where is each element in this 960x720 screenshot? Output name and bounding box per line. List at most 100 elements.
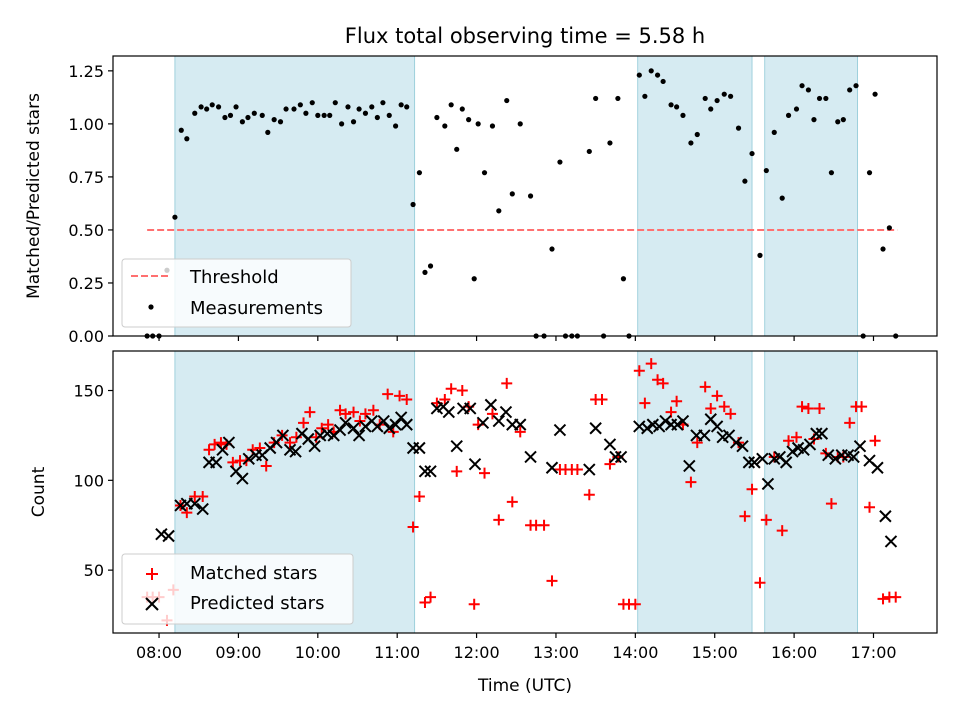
matched-star-point-86 xyxy=(711,390,723,402)
predicted-star-point-102 xyxy=(884,535,898,548)
measurement-point-44 xyxy=(416,170,423,176)
measurement-point-72 xyxy=(607,140,613,146)
measurement-point-30 xyxy=(332,100,338,106)
predicted-star-point-0 xyxy=(155,528,168,541)
predicted-star-point-67 xyxy=(659,414,672,428)
measurement-point-51 xyxy=(459,106,465,112)
measurement-point-9 xyxy=(204,106,210,112)
matched-star-point-56 xyxy=(506,496,518,508)
measurement-point-38 xyxy=(380,100,386,106)
top-axes-frame xyxy=(112,55,938,337)
top-shaded-intervals xyxy=(174,55,859,337)
matched-star-point-82 xyxy=(685,476,697,488)
top-x-ticks xyxy=(158,336,875,341)
measurement-point-34 xyxy=(356,106,362,112)
measurement-point-49 xyxy=(448,102,454,108)
predicted-star-point-29 xyxy=(352,429,366,442)
measurement-point-10 xyxy=(209,102,215,108)
measurement-point-98 xyxy=(785,112,792,118)
measurement-point-106 xyxy=(835,119,841,125)
bottom-shaded-intervals xyxy=(174,350,859,634)
bottom-ytick-label-1: 100 xyxy=(73,471,104,490)
matched-star-point-57 xyxy=(514,426,526,438)
predicted-star-point-60 xyxy=(603,438,617,451)
matched-star-point-106 xyxy=(844,417,856,429)
matched-star-point-78 xyxy=(657,377,669,389)
measurement-point-88 xyxy=(714,97,720,104)
top-ytick-label-2: 0.50 xyxy=(68,221,104,240)
matched-star-point-29 xyxy=(334,404,346,416)
matched-star-point-88 xyxy=(725,408,737,420)
measurement-point-60 xyxy=(517,121,523,127)
matched-star-point-103 xyxy=(825,498,837,510)
bottom-shaded-interval-2 xyxy=(764,350,859,634)
measurement-point-58 xyxy=(504,97,510,104)
measurement-point-12 xyxy=(222,114,228,121)
measurement-point-27 xyxy=(315,112,321,118)
predicted-star-point-27 xyxy=(339,416,352,430)
predicted-star-point-1 xyxy=(162,529,175,543)
measurement-point-90 xyxy=(728,93,734,99)
bottom-legend-box xyxy=(121,553,354,625)
predicted-star-point-35 xyxy=(389,418,402,431)
measurement-point-47 xyxy=(434,114,440,121)
predicted-star-point-93 xyxy=(822,448,835,462)
matched-star-point-23 xyxy=(298,417,310,429)
predicted-star-point-36 xyxy=(394,411,408,424)
matched-star-point-25 xyxy=(310,431,322,443)
predicted-star-point-47 xyxy=(464,402,477,415)
predicted-star-point-62 xyxy=(614,450,628,464)
top-ytick-label-0: 0.00 xyxy=(68,327,104,346)
predicted-star-point-69 xyxy=(671,418,684,431)
matched-star-point-87 xyxy=(718,401,730,413)
predicted-star-point-41 xyxy=(424,465,437,478)
matched-star-point-52 xyxy=(479,467,491,479)
predicted-star-point-57 xyxy=(553,423,567,437)
matched-star-point-43 xyxy=(425,591,437,603)
top-legend-box xyxy=(121,258,352,328)
matched-star-point-97 xyxy=(790,431,802,443)
predicted-star-point-7 xyxy=(209,456,223,469)
matched-star-point-9 xyxy=(203,444,215,456)
matched-star-point-33 xyxy=(359,408,371,420)
measurement-point-40 xyxy=(393,123,399,129)
measurement-point-32 xyxy=(345,104,351,110)
measurement-point-25 xyxy=(303,110,309,116)
measurement-point-86 xyxy=(702,95,708,102)
predicted-star-point-11 xyxy=(236,472,249,485)
matched-star-point-39 xyxy=(401,393,413,405)
predicted-star-point-73 xyxy=(698,429,711,442)
predicted-star-point-45 xyxy=(450,439,463,453)
measurement-point-109 xyxy=(853,83,859,89)
measurement-point-81 xyxy=(668,102,674,108)
bottom-y-ticks: 50 100 150 xyxy=(73,382,113,580)
matched-star-point-73 xyxy=(629,598,641,610)
measurement-point-107 xyxy=(840,117,846,123)
predicted-star-point-79 xyxy=(736,439,749,453)
measurement-point-59 xyxy=(509,191,515,197)
matched-star-point-22 xyxy=(290,431,302,443)
measurement-point-85 xyxy=(694,131,700,138)
measurement-point-79 xyxy=(654,72,661,78)
matched-star-point-101 xyxy=(814,402,826,414)
bottom-x-axis-label: Time (UTC) xyxy=(477,676,572,696)
predicted-star-point-19 xyxy=(289,445,302,458)
measurement-point-37 xyxy=(374,114,380,121)
measurement-point-92 xyxy=(742,178,748,184)
bottom-xtick-label-5: 13:00 xyxy=(533,643,579,662)
measurement-point-99 xyxy=(793,106,800,112)
predicted-star-point-37 xyxy=(400,418,413,431)
top-ytick-label-4: 1.00 xyxy=(68,115,104,134)
measurement-point-52 xyxy=(466,117,472,123)
predicted-star-point-59 xyxy=(589,422,602,435)
measurement-point-57 xyxy=(496,208,502,214)
matched-star-point-53 xyxy=(486,408,498,420)
measurement-point-100 xyxy=(799,83,805,89)
matched-star-point-41 xyxy=(413,490,425,502)
measurement-point-39 xyxy=(386,112,392,118)
matched-star-point-30 xyxy=(340,408,352,420)
measurement-point-18 xyxy=(259,112,265,118)
bottom-xtick-label-7: 15:00 xyxy=(692,643,738,662)
measurement-point-56 xyxy=(489,123,496,129)
